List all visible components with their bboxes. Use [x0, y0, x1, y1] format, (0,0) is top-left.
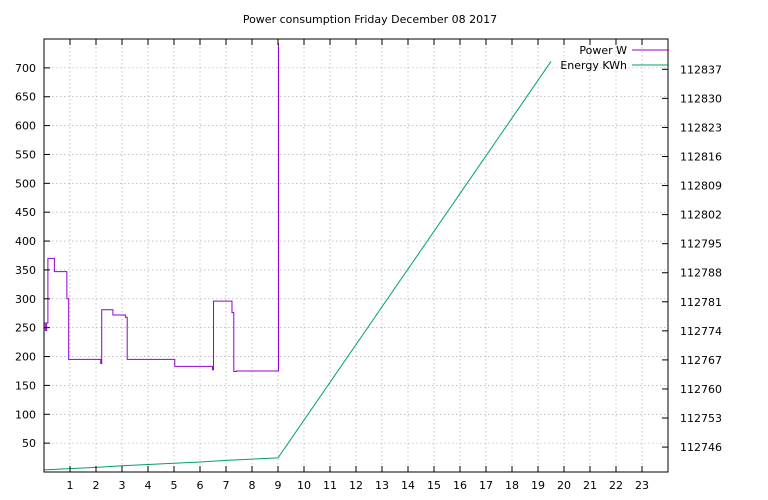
y2-tick-label: 112816: [680, 150, 722, 163]
y2-tick-label: 112781: [680, 296, 722, 309]
y2-tick-label: 112830: [680, 92, 722, 105]
y2-tick-label: 112823: [680, 121, 722, 134]
y-tick-label: 100: [15, 408, 36, 421]
legend-label: Energy KWh: [560, 59, 627, 72]
legend-label: Power W: [579, 44, 627, 57]
x-tick-label: 12: [349, 479, 363, 492]
x-tick-label: 6: [197, 479, 204, 492]
y-tick-label: 650: [15, 91, 36, 104]
grid-lines: [44, 39, 668, 472]
series-line-0: [44, 43, 280, 373]
y-tick-label: 500: [15, 177, 36, 190]
y-tick-label: 250: [15, 322, 36, 335]
x-tick-label: 17: [479, 479, 493, 492]
y-tick-label: 700: [15, 62, 36, 75]
y2-tick-label: 112767: [680, 354, 722, 367]
y-tick-label: 450: [15, 206, 36, 219]
y2-tick-label: 112753: [680, 412, 722, 425]
series-lines: [43, 43, 552, 471]
x-tick-label: 15: [427, 479, 441, 492]
axes: 1 2 3 4 5 6 7 8 9 10 11 12 13 14 15 16 17 18 19 20 21 22 23501…: [15, 39, 722, 492]
y-tick-label: 50: [22, 437, 36, 450]
y2-tick-label: 112746: [680, 441, 722, 454]
x-tick-label: 2: [93, 479, 100, 492]
x-tick-label: 3: [119, 479, 126, 492]
y2-tick-label: 112774: [680, 325, 722, 338]
x-tick-label: 11: [323, 479, 337, 492]
y2-tick-label: 112809: [680, 180, 722, 193]
x-tick-label: 22: [609, 479, 623, 492]
x-tick-label: 16: [453, 479, 467, 492]
y2-tick-label: 112760: [680, 383, 722, 396]
y2-tick-label: 112802: [680, 209, 722, 222]
x-tick-label: 5: [171, 479, 178, 492]
x-tick-label: 13: [375, 479, 389, 492]
x-tick-label: 21: [583, 479, 597, 492]
x-tick-label: 9: [275, 479, 282, 492]
x-tick-label: 10: [297, 479, 311, 492]
y-tick-label: 300: [15, 293, 36, 306]
x-tick-label: 18: [505, 479, 519, 492]
y2-tick-label: 112837: [680, 63, 722, 76]
y-tick-label: 400: [15, 235, 36, 248]
y-tick-label: 350: [15, 264, 36, 277]
y2-tick-label: 112795: [680, 238, 722, 251]
x-tick-label: 1: [67, 479, 74, 492]
chart-title: Power consumption Friday December 08 201…: [243, 13, 497, 26]
x-tick-label: 23: [635, 479, 649, 492]
x-tick-label: 20: [557, 479, 571, 492]
series-line-1: [43, 61, 552, 471]
x-tick-label: 7: [223, 479, 230, 492]
y2-tick-label: 112788: [680, 267, 722, 280]
x-tick-label: 19: [531, 479, 545, 492]
legend: Power W Energy KWh: [560, 44, 669, 72]
y-tick-label: 200: [15, 351, 36, 364]
x-tick-label: 14: [401, 479, 415, 492]
x-tick-label: 4: [145, 479, 152, 492]
x-tick-label: 8: [249, 479, 256, 492]
y-tick-label: 550: [15, 148, 36, 161]
y-tick-label: 600: [15, 120, 36, 133]
y-tick-label: 150: [15, 379, 36, 392]
